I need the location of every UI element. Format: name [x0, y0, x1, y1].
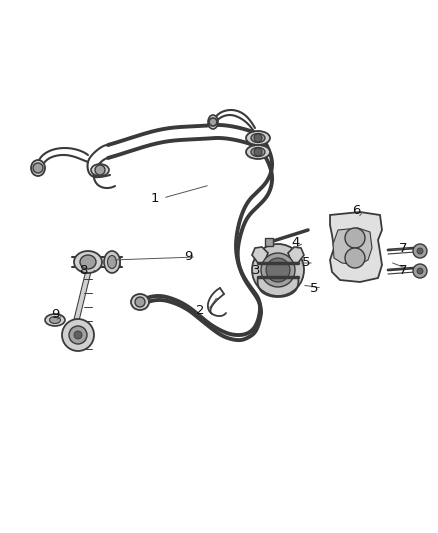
Circle shape [95, 165, 105, 175]
Text: 5: 5 [310, 281, 318, 295]
Ellipse shape [252, 244, 304, 296]
Circle shape [266, 258, 290, 282]
Text: 5: 5 [302, 256, 310, 270]
Circle shape [413, 244, 427, 258]
Ellipse shape [208, 115, 218, 129]
Polygon shape [330, 212, 382, 282]
Circle shape [135, 297, 145, 307]
Text: 7: 7 [399, 263, 407, 277]
Text: 3: 3 [252, 263, 260, 277]
Polygon shape [265, 238, 273, 246]
Circle shape [254, 134, 262, 142]
Ellipse shape [49, 317, 60, 324]
Circle shape [254, 148, 262, 156]
Ellipse shape [251, 148, 265, 157]
Polygon shape [252, 247, 268, 263]
Circle shape [345, 228, 365, 248]
Text: 9: 9 [51, 309, 59, 321]
Ellipse shape [91, 164, 109, 176]
Ellipse shape [45, 314, 65, 326]
Circle shape [74, 331, 82, 339]
Circle shape [62, 319, 94, 351]
Ellipse shape [80, 255, 96, 269]
Text: 4: 4 [292, 237, 300, 249]
Text: 7: 7 [399, 241, 407, 254]
Text: 8: 8 [79, 264, 87, 278]
Ellipse shape [107, 255, 117, 269]
Text: 2: 2 [196, 303, 204, 317]
Text: 1: 1 [151, 191, 159, 205]
Ellipse shape [246, 131, 270, 145]
Ellipse shape [261, 253, 295, 287]
Circle shape [209, 118, 217, 126]
Ellipse shape [104, 251, 120, 273]
Ellipse shape [251, 133, 265, 142]
Ellipse shape [31, 160, 45, 176]
Ellipse shape [74, 251, 102, 273]
Circle shape [345, 248, 365, 268]
Circle shape [69, 326, 87, 344]
Circle shape [413, 264, 427, 278]
Ellipse shape [246, 145, 270, 159]
Circle shape [33, 163, 43, 173]
Polygon shape [288, 247, 304, 263]
Ellipse shape [131, 294, 149, 310]
Text: 9: 9 [184, 251, 192, 263]
Circle shape [417, 268, 423, 274]
Circle shape [417, 248, 423, 254]
Polygon shape [333, 228, 372, 265]
Text: 6: 6 [352, 204, 360, 216]
